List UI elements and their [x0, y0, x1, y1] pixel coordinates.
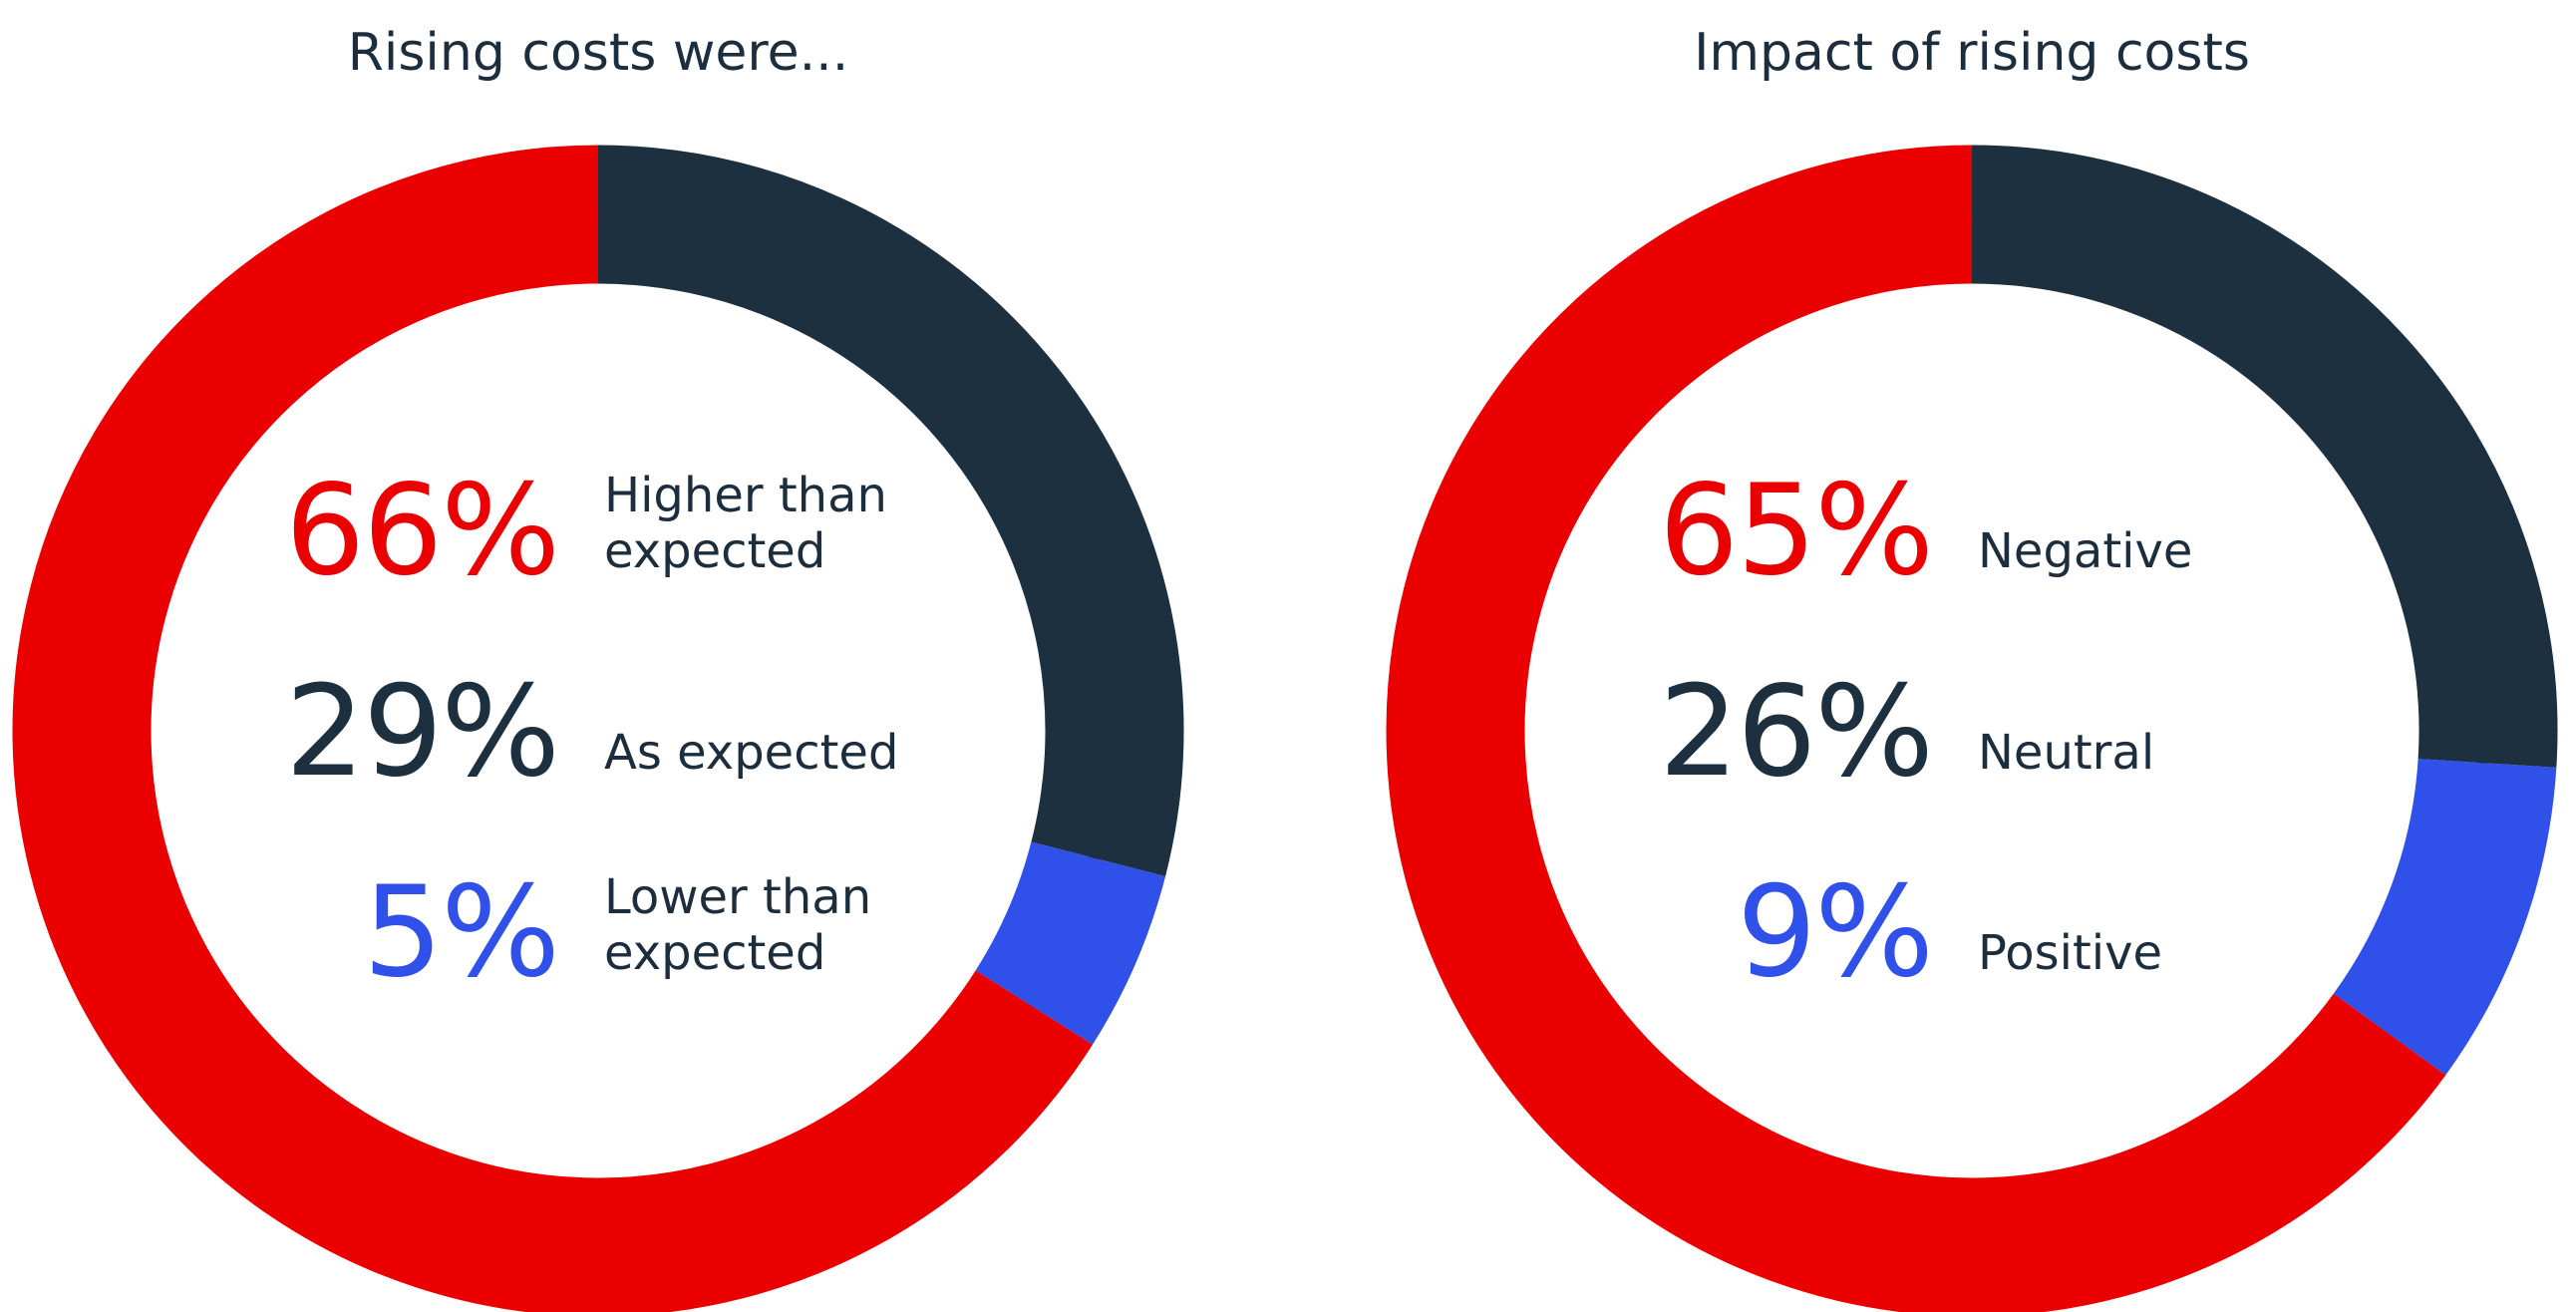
category-label: Negative [1978, 523, 2193, 579]
category-label: As expected [604, 725, 899, 781]
legend-row: 66% Higher than expected [140, 444, 943, 593]
donut-segment [12, 145, 1093, 1312]
segment-cap [2357, 906, 2496, 1046]
chart-title: Impact of rising costs [1694, 23, 2250, 83]
category-label: Lower than expected [604, 869, 872, 981]
donut-segment [597, 145, 1184, 877]
segment-cap [2417, 624, 2557, 764]
value-label: 9% [1737, 858, 1934, 1005]
legend-row: 26% Neutral [1513, 645, 2317, 795]
legend-row: 29% As expected [140, 645, 943, 795]
legend-row: 9% Positive [1513, 845, 2317, 995]
segment-cap [1041, 722, 1180, 861]
donut-segment [1386, 145, 2446, 1312]
category-label: Neutral [1978, 725, 2155, 781]
legend-row: 65% Negative [1513, 444, 2317, 593]
value-label: 5% [363, 858, 560, 1005]
value-label: 29% [284, 658, 560, 805]
chart-title: Rising costs were... [347, 23, 849, 83]
legend-row: 5% Lower than expected [140, 845, 943, 995]
category-label: Positive [1978, 925, 2163, 981]
value-label: 66% [284, 457, 560, 603]
category-label: Higher than expected [604, 468, 887, 579]
segment-cap [1833, 150, 1973, 289]
segment-cap [460, 150, 599, 289]
value-label: 26% [1658, 658, 1934, 805]
value-label: 65% [1658, 457, 1934, 603]
segment-cap [998, 877, 1137, 1017]
